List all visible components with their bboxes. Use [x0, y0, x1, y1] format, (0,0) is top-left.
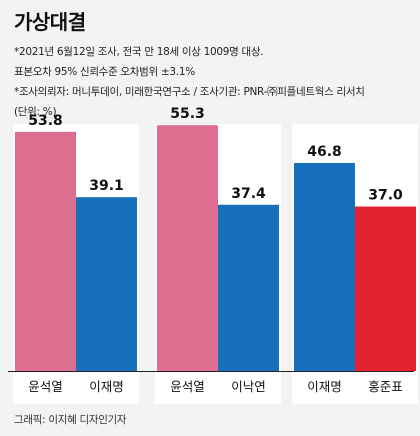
- bar-value-label: 53.8: [28, 113, 63, 129]
- graphic-credit: 그래픽: 이지혜 디자인기자: [14, 414, 127, 426]
- candidate-label: 이재명: [89, 379, 124, 394]
- survey-note-date: *2021년 6월12일 조사, 전국 만 18세 이상 1009명 대상.: [14, 46, 264, 58]
- bar: [157, 125, 218, 371]
- bar: [15, 131, 76, 371]
- candidate-label: 이낙연: [231, 379, 266, 394]
- candidate-label: 이재명: [307, 379, 342, 394]
- bar: [355, 206, 416, 371]
- bar: [76, 197, 137, 371]
- bar-value-label: 55.3: [170, 106, 205, 122]
- chart-title: 가상대결: [14, 10, 86, 34]
- bar-value-label: 37.0: [368, 188, 403, 204]
- survey-note-sponsor: *조사의뢰자: 머니투데이, 미래한국연구소 / 조사기관: PNR-㈜피플네트…: [14, 86, 365, 98]
- bar-value-label: 39.1: [89, 178, 124, 194]
- bar: [218, 204, 279, 371]
- bar-value-label: 37.4: [231, 186, 266, 202]
- candidate-label: 홍준표: [368, 379, 403, 394]
- bar: [294, 162, 355, 371]
- candidate-label: 윤석열: [170, 379, 205, 394]
- bar-value-label: 46.8: [307, 144, 342, 160]
- survey-note-margin: 표본오차 95% 신뢰수준 오차범위 ±3.1%: [14, 66, 195, 78]
- unit-label: (단위: %): [14, 106, 57, 118]
- candidate-label: 윤석열: [28, 379, 63, 394]
